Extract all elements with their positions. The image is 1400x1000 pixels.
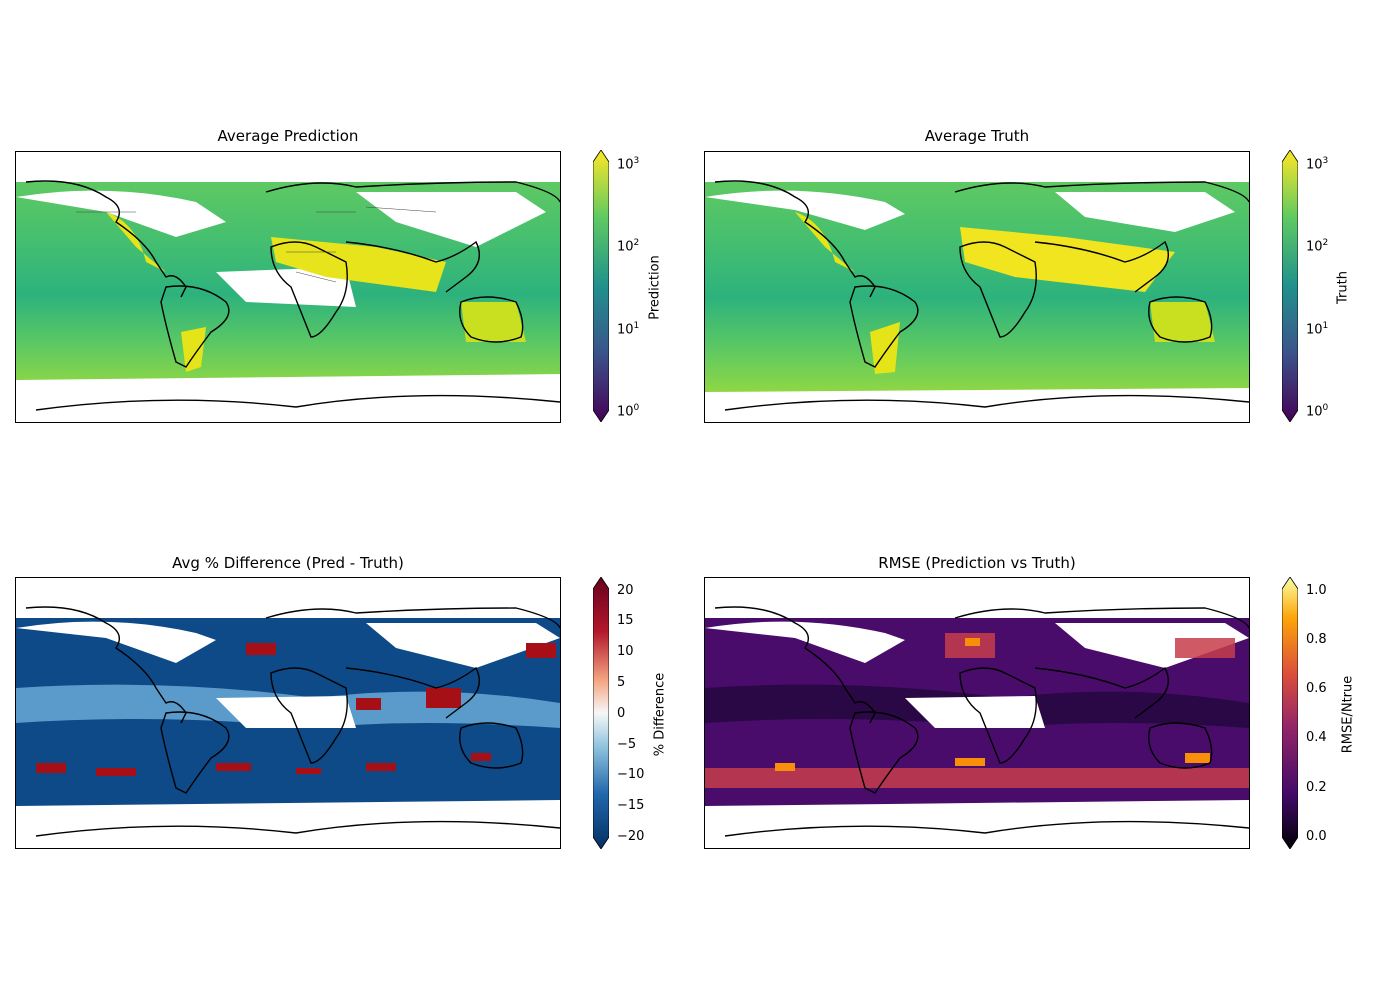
map-average-prediction bbox=[15, 151, 561, 423]
colorbar-gradient bbox=[592, 576, 610, 850]
cbar-tick: −10 bbox=[617, 767, 645, 782]
cbar-tick: 20 bbox=[617, 583, 634, 598]
cbar-tick: 100 bbox=[1306, 403, 1329, 420]
map-average-truth bbox=[704, 151, 1250, 423]
cbar-tick: 101 bbox=[1306, 321, 1329, 338]
panel-title-truth: Average Truth bbox=[924, 127, 1030, 145]
cbar-tick: 0 bbox=[617, 706, 626, 721]
cbar-tick: 101 bbox=[617, 321, 640, 338]
colorbar-gradient bbox=[1281, 576, 1299, 850]
cbar-tick: 103 bbox=[617, 156, 640, 173]
cbar-tick: 102 bbox=[1306, 238, 1329, 255]
colorbar-label: Prediction bbox=[647, 255, 663, 320]
panel-title-rmse: RMSE (Prediction vs Truth) bbox=[878, 554, 1076, 572]
cbar-tick: 0.4 bbox=[1306, 730, 1327, 745]
colorbar-label: % Difference bbox=[652, 672, 668, 757]
map-rmse bbox=[704, 577, 1250, 849]
world-map bbox=[705, 180, 1249, 422]
cbar-tick: 103 bbox=[1306, 156, 1329, 173]
cbar-tick: 0.2 bbox=[1306, 780, 1327, 795]
cbar-tick: 0.8 bbox=[1306, 632, 1327, 647]
world-map bbox=[16, 606, 560, 848]
colorbar-rmse bbox=[1281, 576, 1299, 850]
colorbar-gradient bbox=[592, 149, 610, 423]
cbar-tick: 15 bbox=[617, 613, 634, 628]
cbar-tick: −15 bbox=[617, 798, 645, 813]
cbar-tick: 100 bbox=[617, 403, 640, 420]
cbar-tick: −20 bbox=[617, 829, 645, 844]
cbar-tick: 102 bbox=[617, 238, 640, 255]
colorbar-label: Truth bbox=[1335, 271, 1351, 304]
cbar-tick: 5 bbox=[617, 675, 626, 690]
cbar-tick: 1.0 bbox=[1306, 583, 1327, 598]
cbar-tick: −5 bbox=[617, 737, 637, 752]
colorbar-label: RMSE/Ntrue bbox=[1340, 675, 1356, 754]
world-map bbox=[16, 180, 560, 422]
world-map bbox=[705, 606, 1249, 848]
map-percent-difference bbox=[15, 577, 561, 849]
colorbar-prediction bbox=[592, 149, 610, 423]
colorbar-gradient bbox=[1281, 149, 1299, 423]
cbar-tick: 0.6 bbox=[1306, 681, 1327, 696]
cbar-tick: 10 bbox=[617, 644, 634, 659]
cbar-tick: 0.0 bbox=[1306, 829, 1327, 844]
panel-title-prediction: Average Prediction bbox=[217, 127, 359, 145]
panel-title-difference: Avg % Difference (Pred - Truth) bbox=[172, 554, 404, 572]
colorbar-difference bbox=[592, 576, 610, 850]
colorbar-truth bbox=[1281, 149, 1299, 423]
